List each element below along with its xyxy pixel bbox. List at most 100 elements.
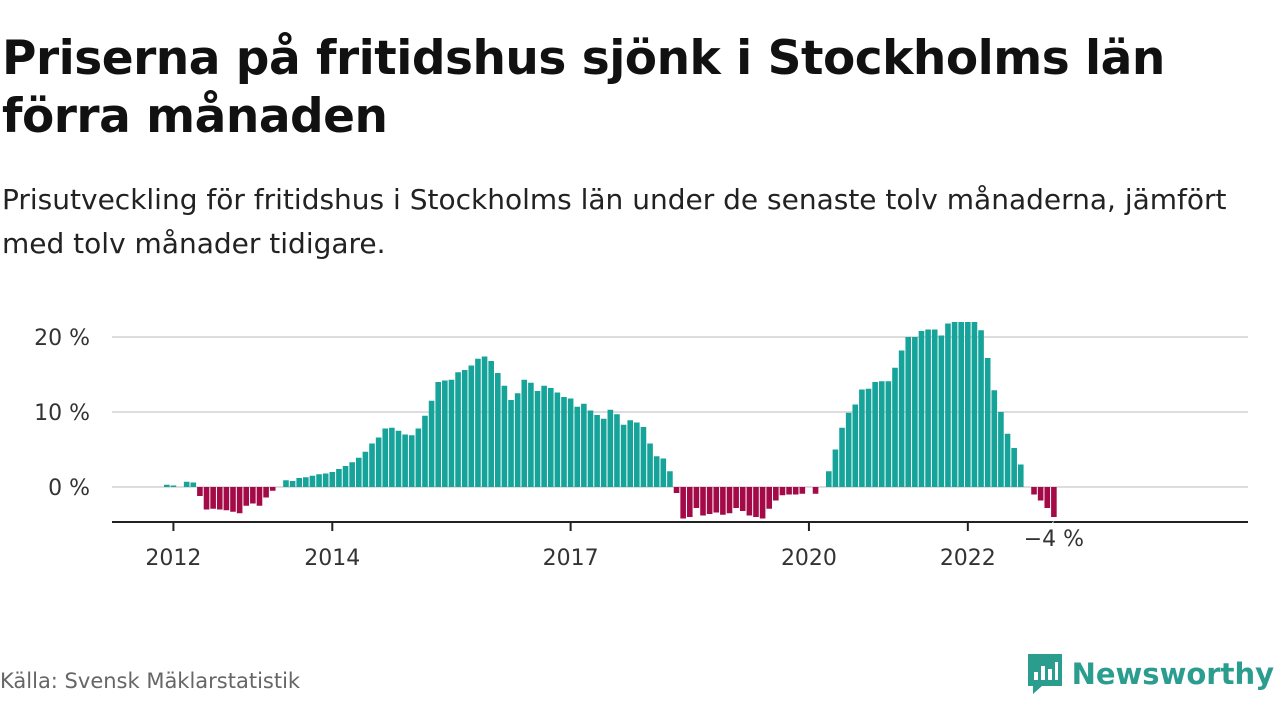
bar — [389, 427, 395, 487]
bar — [567, 398, 574, 487]
bar — [375, 437, 382, 487]
bar — [686, 487, 693, 517]
bar — [164, 484, 170, 487]
bar — [726, 487, 733, 514]
bar — [534, 391, 541, 487]
bar — [316, 474, 322, 487]
newsworthy-logo-icon — [1027, 654, 1062, 694]
bar — [382, 428, 389, 487]
bar — [574, 406, 581, 487]
bar — [1051, 487, 1057, 517]
bar — [865, 388, 872, 487]
bar — [647, 443, 653, 487]
bar — [991, 390, 998, 487]
gridlines — [112, 336, 1248, 488]
bar — [236, 487, 243, 514]
bar — [263, 487, 269, 498]
bar — [455, 372, 461, 487]
bar — [746, 487, 753, 516]
bar — [878, 381, 885, 487]
bar — [918, 331, 925, 487]
bar — [216, 487, 223, 510]
bar — [832, 449, 839, 487]
bar — [872, 382, 878, 487]
bar — [541, 385, 547, 487]
bar — [349, 462, 355, 487]
bar — [448, 379, 455, 487]
bar — [779, 487, 786, 496]
bar — [322, 473, 329, 487]
x-axis — [112, 521, 1248, 531]
bar — [792, 487, 799, 495]
bar — [402, 434, 408, 487]
y-tick-label: 0 % — [48, 476, 90, 501]
bar — [230, 487, 236, 512]
bar — [442, 380, 448, 487]
x-tick-label: 2014 — [304, 546, 360, 570]
bar — [700, 487, 706, 516]
bar — [554, 392, 561, 487]
bar — [269, 487, 276, 491]
bar — [435, 382, 442, 487]
bar — [355, 457, 362, 487]
bar — [362, 451, 369, 487]
bar — [203, 487, 210, 510]
x-axis-labels: 2012 2014 2017 2020 2022 — [145, 546, 995, 570]
bar — [183, 481, 190, 487]
bar — [799, 487, 806, 494]
bar — [898, 350, 905, 487]
bar — [587, 410, 594, 487]
bar — [978, 330, 984, 487]
bar — [667, 471, 673, 487]
bar — [303, 477, 309, 487]
x-tick-label: 2012 — [145, 546, 201, 570]
bar — [912, 337, 918, 487]
bar — [581, 403, 587, 487]
x-tick-label: 2022 — [940, 546, 996, 570]
bar — [766, 487, 773, 509]
bar — [680, 487, 686, 519]
bar — [428, 400, 435, 487]
source-note: Källa: Svensk Mäklarstatistik — [0, 669, 301, 693]
bar — [826, 471, 832, 487]
bar — [369, 443, 375, 487]
bar — [461, 370, 468, 487]
bar — [839, 427, 845, 487]
bar — [495, 373, 501, 487]
bar — [634, 422, 640, 487]
bar — [488, 361, 494, 487]
bar — [640, 427, 647, 487]
bar — [1004, 433, 1011, 487]
bar — [1011, 448, 1017, 487]
bar — [468, 365, 475, 487]
bar — [885, 381, 892, 487]
bar — [336, 469, 342, 487]
bar — [951, 322, 958, 487]
bar — [395, 430, 402, 487]
bar — [971, 322, 978, 487]
bar — [283, 480, 289, 487]
brand-logo[interactable]: Newsworthy — [1027, 652, 1274, 696]
bar — [190, 482, 197, 487]
bar — [600, 418, 607, 487]
bar — [627, 420, 633, 487]
bar — [547, 388, 554, 487]
bar — [243, 487, 250, 506]
bar — [342, 466, 349, 487]
bar — [528, 382, 534, 487]
bar — [170, 485, 177, 487]
bar — [1037, 487, 1044, 501]
bar — [620, 424, 627, 487]
bar — [845, 412, 852, 487]
bar — [501, 385, 508, 487]
bar — [812, 487, 819, 494]
brand-name: Newsworthy — [1071, 657, 1274, 691]
bar — [594, 415, 600, 487]
bar — [1031, 487, 1037, 495]
bar — [422, 415, 428, 487]
bar — [892, 367, 898, 487]
chart-subtitle: Prisutveckling för fritidshus i Stockhol… — [2, 183, 1227, 260]
bar — [998, 412, 1004, 487]
bar — [753, 487, 759, 517]
bars — [164, 322, 1057, 519]
